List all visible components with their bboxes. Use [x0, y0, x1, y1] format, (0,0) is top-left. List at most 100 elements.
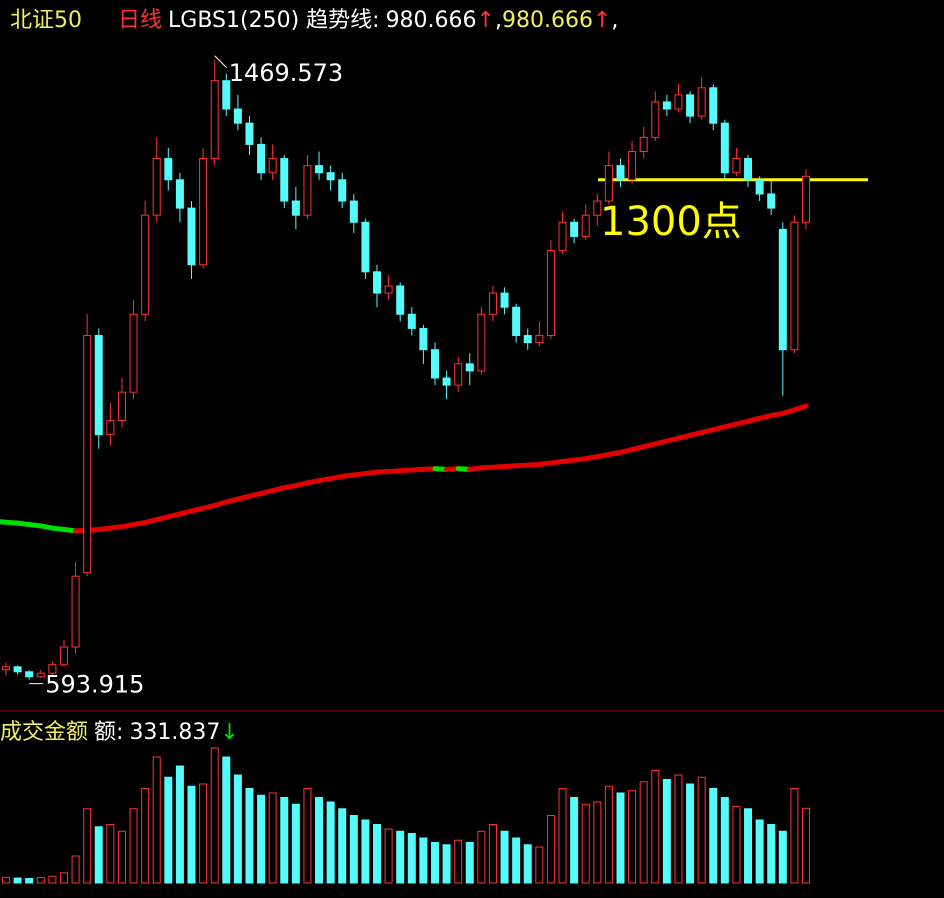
volume-bar — [465, 842, 474, 884]
volume-bar — [488, 824, 497, 884]
volume-bar — [546, 815, 555, 884]
candle-body — [639, 136, 648, 152]
candle-body — [25, 671, 34, 678]
candle-body — [604, 165, 613, 202]
volume-bar — [802, 807, 810, 884]
volume-bar — [628, 790, 637, 884]
candle-body — [222, 80, 231, 110]
volume-bar — [686, 783, 695, 884]
candle-body — [732, 158, 741, 174]
candle-body — [187, 207, 196, 266]
volume-bar — [767, 824, 776, 884]
volume-bar — [720, 797, 729, 884]
candle-body — [419, 327, 428, 351]
volume-bar — [257, 794, 266, 884]
candle-body — [199, 158, 208, 266]
candle-body — [361, 221, 370, 273]
low-label: 593.915 — [45, 671, 144, 699]
candle-body — [546, 250, 555, 337]
candle-body — [674, 94, 683, 110]
header-text: LGBS1(250) 趋势线: — [168, 8, 380, 33]
volume-bar — [59, 872, 68, 884]
volume-bar — [233, 774, 242, 884]
candle-body — [257, 143, 266, 174]
candle-body — [651, 101, 660, 138]
candle-body — [465, 363, 474, 372]
candle-body — [315, 165, 324, 174]
candle-body — [488, 292, 497, 315]
volume-bar — [175, 765, 184, 884]
volume-header: 成交金额 额: 331.837↓ — [0, 714, 239, 746]
volume-bar — [581, 803, 590, 884]
volume-bar — [651, 770, 660, 884]
header-text: ↑ — [476, 8, 495, 33]
volume-bar — [152, 756, 161, 884]
volume-bar — [454, 839, 463, 884]
header-text: ↑ — [592, 8, 612, 33]
volume-bar — [83, 808, 92, 884]
candle-body — [744, 158, 753, 181]
candle-body — [755, 179, 764, 195]
candle-body — [141, 214, 150, 315]
volume-bar — [535, 846, 544, 884]
volume-bar — [442, 844, 451, 884]
candle-body — [2, 666, 10, 671]
volume-bar — [349, 815, 358, 884]
candle-body — [117, 391, 126, 421]
trend-line — [791, 403, 809, 413]
candle-body — [268, 158, 277, 174]
volume-bar — [187, 785, 196, 884]
volume-bar — [570, 797, 579, 884]
candle-body — [442, 377, 451, 386]
header-text: , — [611, 8, 619, 33]
candle-body — [802, 175, 810, 223]
candle-body — [396, 285, 405, 315]
level-label: 1300点 — [600, 199, 742, 245]
candle-body — [338, 179, 347, 202]
header-text: 成交金额 — [0, 720, 89, 745]
candle-body — [500, 292, 509, 308]
volume-bar — [604, 785, 613, 884]
candle-body — [83, 335, 92, 574]
candle-body — [686, 94, 695, 117]
candle-body — [245, 122, 254, 145]
candle-body — [106, 419, 115, 436]
volume-bar — [245, 788, 254, 884]
volume-bar — [674, 774, 683, 884]
volume-bar — [593, 801, 602, 884]
candle-body — [767, 193, 776, 209]
high-arrow — [214, 55, 228, 69]
candle-body — [349, 200, 358, 223]
candle-body — [384, 285, 393, 294]
volume-bar — [117, 830, 126, 884]
candle-body — [373, 271, 382, 294]
candle-body — [94, 335, 103, 436]
volume-bar — [778, 830, 787, 884]
candle-body — [152, 158, 161, 216]
volume-bar — [361, 819, 370, 884]
volume-bar — [709, 788, 718, 884]
volume-bar — [222, 756, 231, 884]
candle-body — [175, 179, 184, 209]
volume-bar — [338, 808, 347, 884]
volume-bar — [755, 819, 764, 884]
candle-body — [164, 158, 173, 181]
header-text: ↓ — [220, 720, 239, 745]
volume-bar — [662, 779, 671, 884]
trend-line — [0, 519, 21, 526]
volume-bar — [94, 826, 103, 884]
volume-bar — [303, 788, 312, 884]
volume-bar — [291, 803, 300, 884]
candle-body — [512, 306, 521, 337]
candle-body — [581, 214, 590, 237]
volume-bar — [477, 830, 486, 884]
volume-bar — [280, 797, 289, 884]
volume-bar — [199, 783, 208, 884]
candle-body — [709, 87, 718, 124]
volume-bar — [407, 833, 416, 884]
candle-body — [778, 228, 787, 351]
volume-bar — [164, 776, 173, 884]
candle-body — [662, 101, 671, 110]
